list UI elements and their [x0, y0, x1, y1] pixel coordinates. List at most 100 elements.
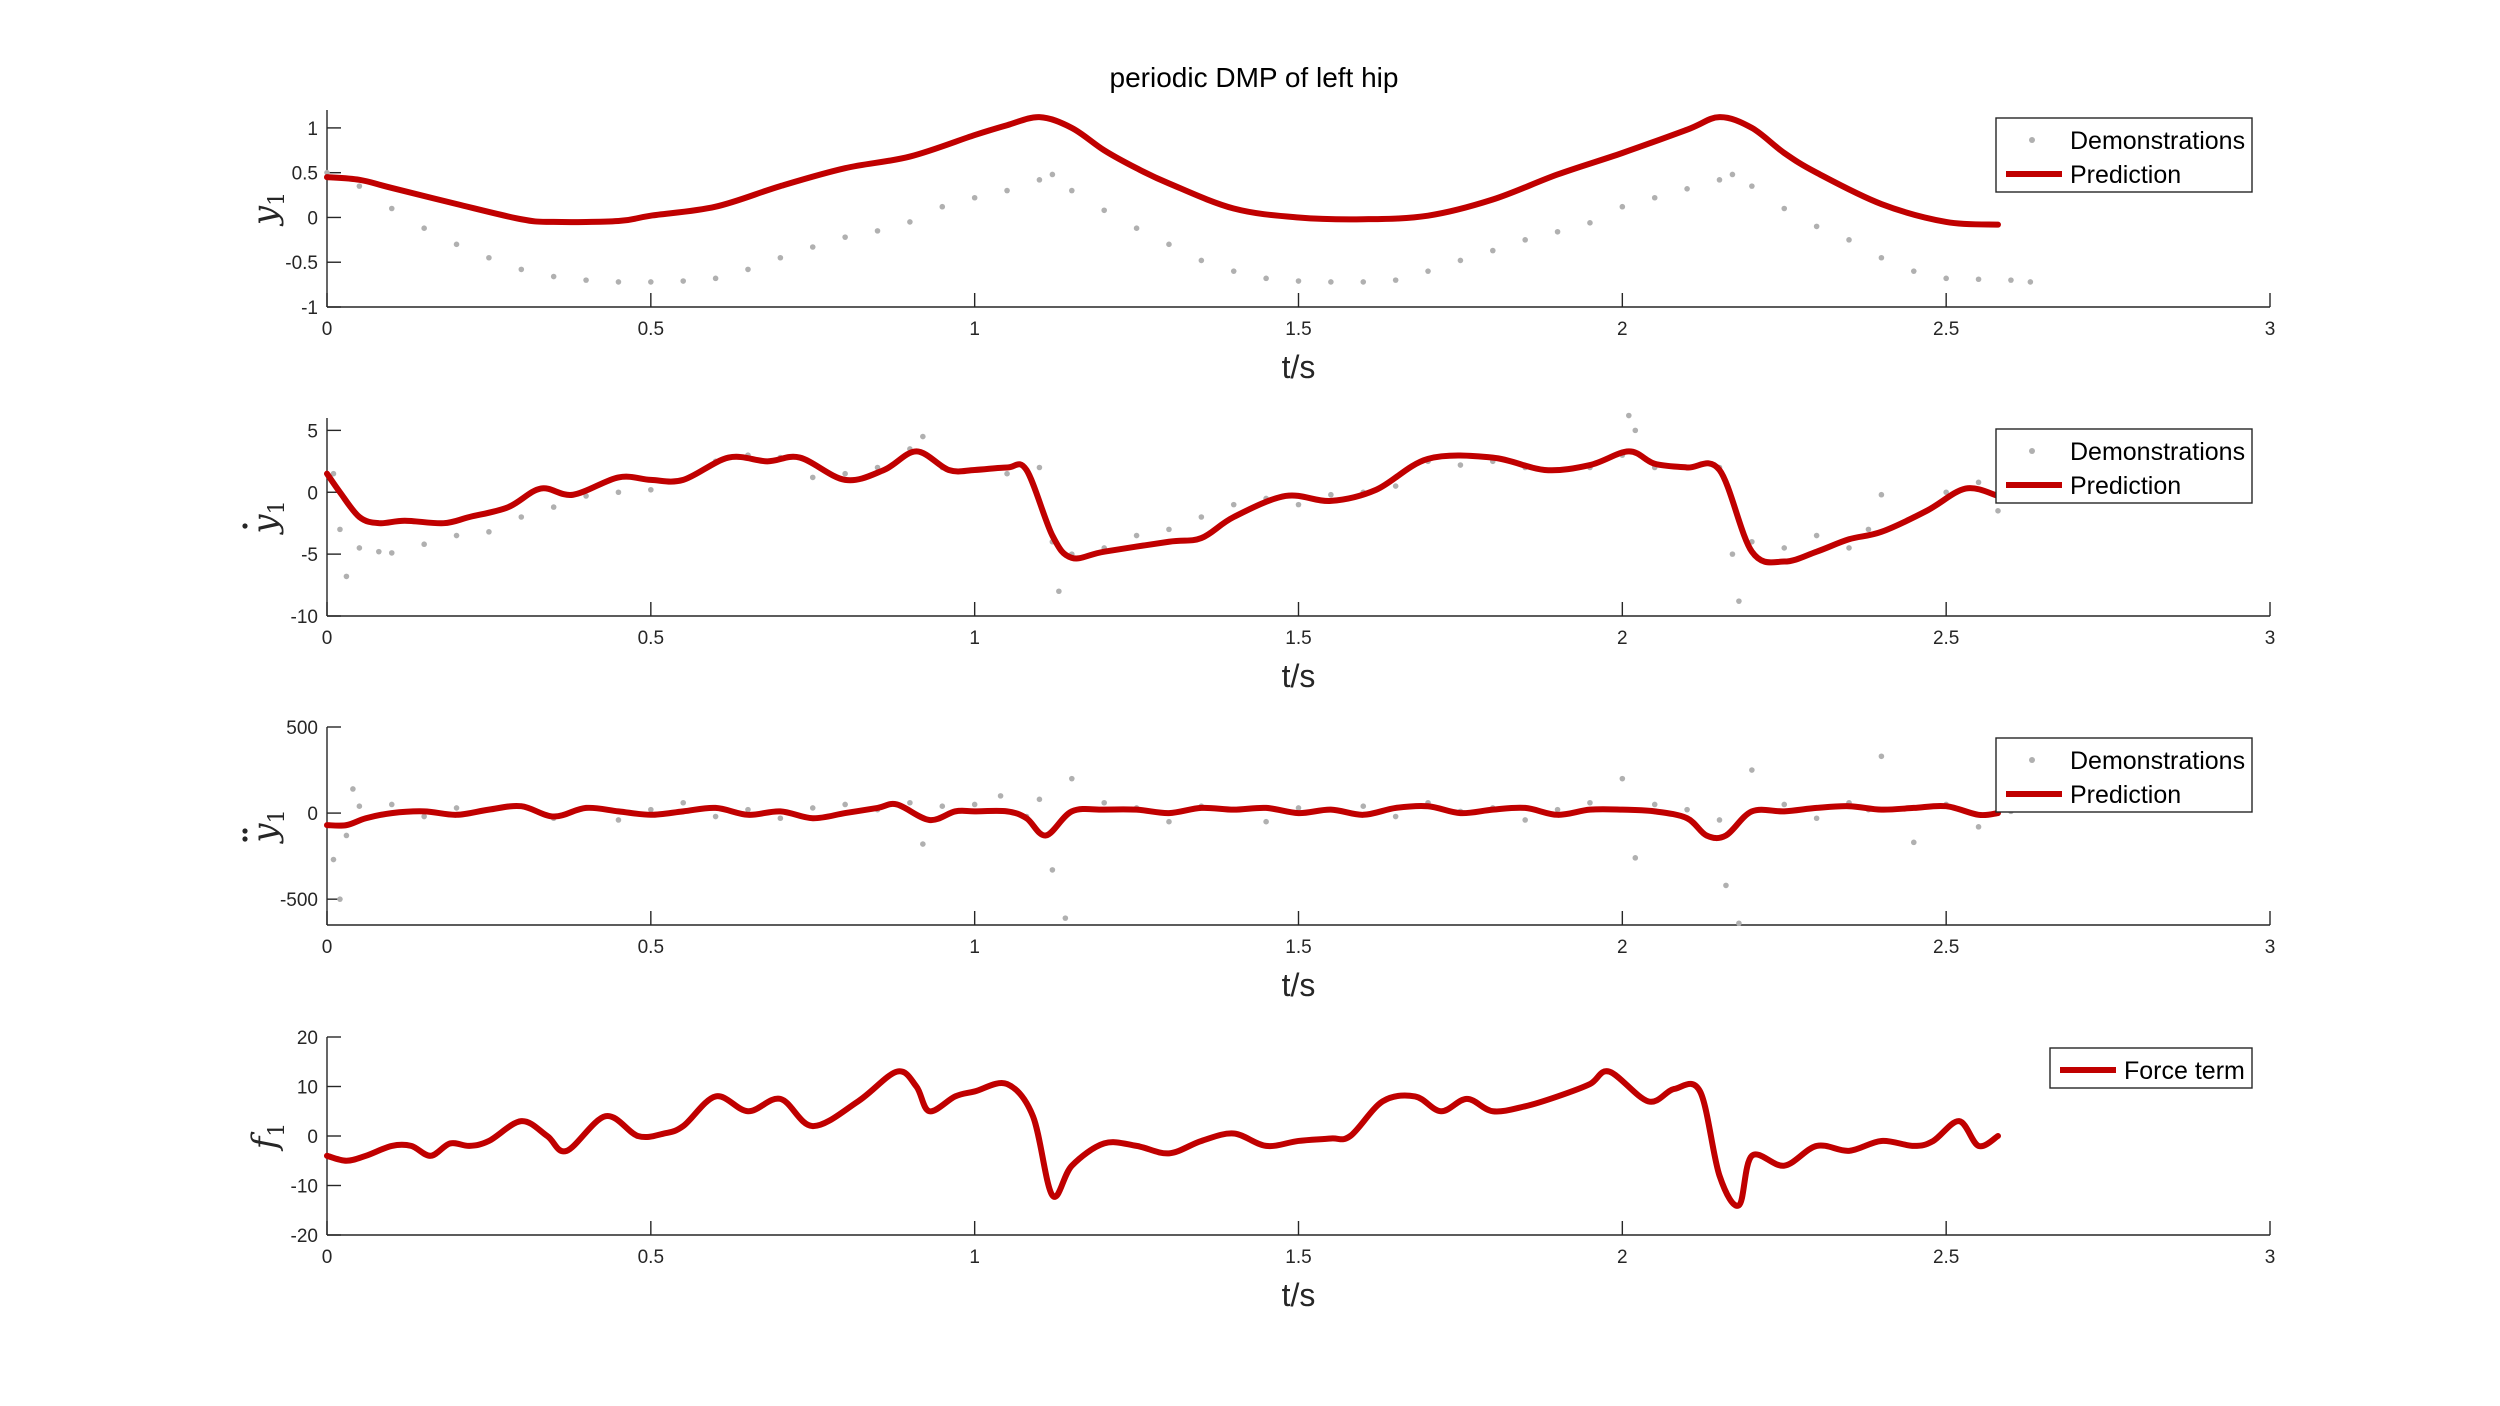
- demonstration-point: [648, 486, 654, 493]
- y-tick-label: 0: [307, 804, 318, 825]
- demonstration-point: [1995, 508, 2001, 514]
- demonstration-point: [648, 279, 654, 285]
- y-tick-label: -10: [291, 1177, 318, 1198]
- demonstration-point: [1522, 237, 1528, 243]
- demonstration-point: [777, 254, 784, 261]
- demonstration-point: [550, 504, 557, 510]
- demonstration-point: [1049, 171, 1056, 178]
- y-axis-label: y1: [245, 192, 290, 227]
- demonstration-point: [1619, 203, 1626, 210]
- demonstration-point: [1490, 247, 1496, 254]
- y-axis-label-symbol: y: [245, 205, 285, 227]
- series-line: [324, 1068, 2001, 1209]
- legend-box: [1995, 737, 2253, 813]
- demonstration-point: [1425, 268, 1431, 274]
- y-axis-label-subscript: 1: [265, 500, 290, 514]
- demonstration-point: [1230, 268, 1237, 274]
- legend-entry: Demonstrations: [2029, 747, 2245, 775]
- demonstration-point: [1036, 464, 1043, 471]
- subplot-3: 0 0.5 1 1.5 2 2.5 3-5000500t/sy1Demonstrations…: [242, 718, 2275, 1003]
- x-tick-label: 0.5: [638, 628, 664, 649]
- demonstration-point: [712, 813, 719, 820]
- demonstration-point: [518, 266, 525, 273]
- y-axis-label-symbol: y: [245, 823, 285, 845]
- demonstration-point: [1036, 177, 1043, 183]
- x-tick-label: 1: [969, 628, 980, 649]
- demonstration-point: [1729, 171, 1736, 178]
- demonstration-point: [1781, 205, 1788, 212]
- legend-entry: Prediction: [2006, 161, 2181, 189]
- demonstration-point: [1736, 920, 1742, 927]
- demonstration-point: [421, 813, 427, 820]
- demonstration-point: [809, 805, 816, 811]
- demonstration-point: [1392, 277, 1399, 283]
- x-tick-label: 1.5: [1285, 1247, 1311, 1268]
- x-tick-label: 0: [322, 319, 333, 340]
- demonstration-point: [1736, 598, 1742, 604]
- demonstration-point: [486, 254, 492, 261]
- x-tick-label: 3: [2265, 628, 2276, 649]
- demonstration-point: [1651, 194, 1658, 201]
- demonstration-point: [1230, 501, 1237, 508]
- demonstration-point: [356, 803, 363, 809]
- legend-label: Demonstrations: [2070, 127, 2245, 155]
- demonstration-point: [1101, 799, 1107, 806]
- x-tick-label: 2: [1617, 937, 1628, 958]
- demonstration-point: [376, 548, 382, 555]
- x-tick-label: 1.5: [1285, 937, 1311, 958]
- demonstration-point: [1004, 470, 1010, 477]
- demonstration-point: [1729, 551, 1736, 557]
- x-axis-label: t/s: [1282, 967, 1316, 1003]
- demonstration-point: [1522, 817, 1528, 823]
- demonstration-point: [1554, 806, 1561, 813]
- demonstration-point: [1910, 839, 1917, 846]
- legend-label: Prediction: [2070, 781, 2181, 809]
- y-tick-label: -500: [280, 890, 318, 911]
- x-tick-label: 2: [1617, 1247, 1628, 1268]
- demonstration-point: [330, 856, 337, 863]
- y-axis-label-accent: [242, 828, 248, 842]
- demonstration-point: [1632, 427, 1639, 434]
- demonstration-point: [356, 545, 363, 551]
- x-tick-label: 2.5: [1933, 937, 1959, 958]
- demonstration-point: [1133, 225, 1140, 231]
- demonstration-point: [842, 470, 848, 477]
- y-tick-label: -20: [291, 1226, 318, 1247]
- demonstration-point: [1626, 412, 1632, 419]
- demonstration-point: [1069, 187, 1075, 194]
- demonstration-point: [388, 801, 395, 808]
- demonstration-point: [1749, 767, 1755, 773]
- demonstration-point: [1198, 257, 1205, 264]
- demonstration-point: [842, 234, 848, 240]
- y-tick-label: 1: [307, 119, 318, 140]
- legend: Demonstrations Prediction: [1995, 737, 2253, 813]
- demonstration-point: [939, 203, 946, 210]
- demonstration-point: [1198, 514, 1205, 520]
- demonstration-point: [2027, 279, 2034, 285]
- legend-label: Demonstrations: [2070, 438, 2245, 466]
- y-axis-label: y1: [245, 809, 290, 844]
- demonstration-point: [712, 275, 719, 282]
- series-prediction: [324, 800, 2001, 842]
- x-axis-label: t/s: [1282, 1277, 1316, 1313]
- series-force-term: [324, 1068, 2001, 1209]
- x-tick-label: 1.5: [1285, 628, 1311, 649]
- demonstration-point: [388, 550, 395, 556]
- demonstration-point: [1069, 775, 1075, 782]
- legend: Demonstrations Prediction: [1995, 428, 2253, 504]
- legend-box: [1995, 428, 2253, 504]
- accent-dot: [242, 523, 248, 529]
- demonstration-point: [1975, 824, 1982, 830]
- x-tick-label: 2.5: [1933, 628, 1959, 649]
- legend-label: Force term: [2124, 1057, 2245, 1085]
- y-tick-label: 0: [307, 208, 318, 229]
- demonstration-point: [615, 489, 622, 496]
- x-tick-label: 0: [322, 628, 333, 649]
- y-tick-label: -1: [301, 298, 318, 319]
- y-axis-label-subscript: 1: [265, 192, 290, 206]
- x-tick-label: 1: [969, 937, 980, 958]
- demonstration-point: [518, 514, 525, 520]
- y-tick-label: 0: [307, 483, 318, 504]
- demonstration-point: [1049, 867, 1056, 873]
- y-axis-label-subscript: 1: [265, 809, 290, 823]
